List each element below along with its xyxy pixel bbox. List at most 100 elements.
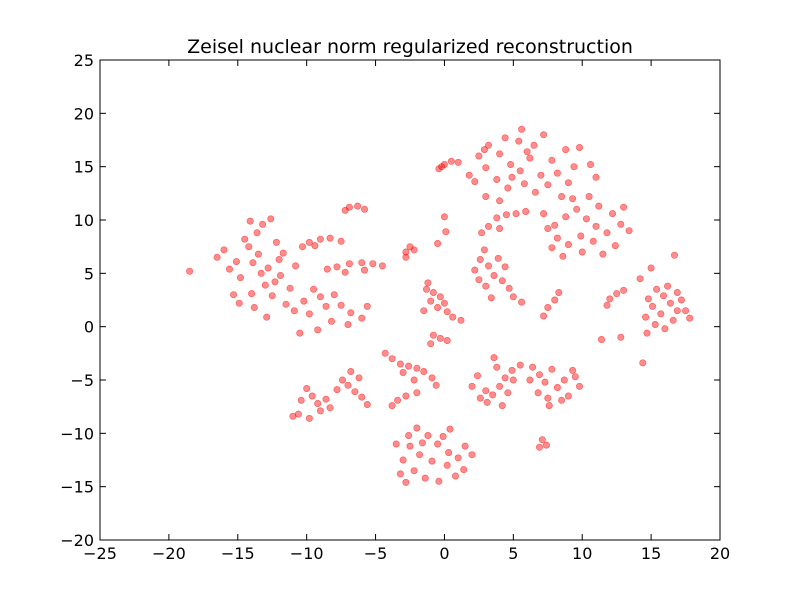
scatter-point <box>505 284 513 292</box>
scatter-point <box>487 294 495 302</box>
scatter-point <box>249 259 257 267</box>
scatter-point <box>597 335 605 343</box>
scatter-point <box>434 440 442 448</box>
scatter-point <box>440 213 448 221</box>
scatter-point <box>589 237 597 245</box>
scatter-point <box>439 432 447 440</box>
x-tick-label: −10 <box>290 544 324 563</box>
scatter-point <box>653 285 661 293</box>
scatter-point <box>416 451 424 459</box>
y-tick-label: −10 <box>60 424 94 443</box>
scatter-point <box>428 457 436 465</box>
scatter-point <box>388 402 396 410</box>
scatter-point <box>542 441 550 449</box>
scatter-point <box>508 173 516 181</box>
scatter-point <box>484 222 492 230</box>
scatter-point <box>303 384 311 392</box>
scatter-point <box>573 205 581 213</box>
scatter-point <box>620 286 628 294</box>
scatter-point <box>250 303 258 311</box>
scatter-point <box>560 376 568 384</box>
scatter-point <box>522 208 530 216</box>
scatter-point <box>264 264 272 272</box>
scatter-point <box>518 298 526 306</box>
scatter-point <box>410 376 418 384</box>
scatter-point <box>360 266 368 274</box>
scatter-point <box>267 215 275 223</box>
scatter-point <box>620 203 628 211</box>
scatter-point <box>279 249 287 257</box>
x-tick-label: −25 <box>83 544 117 563</box>
scatter-point <box>388 355 396 363</box>
scatter-point <box>316 407 324 415</box>
scatter-point <box>447 157 455 165</box>
scatter-point <box>351 388 359 396</box>
y-tick-label: 20 <box>74 104 94 123</box>
scatter-point <box>480 146 488 154</box>
scatter-point <box>575 382 583 390</box>
y-tick-label: 10 <box>74 211 94 230</box>
scatter-point <box>471 178 479 186</box>
scatter-point <box>569 366 577 374</box>
x-tick-label: 15 <box>641 544 661 563</box>
scatter-point <box>296 329 304 337</box>
scatter-point <box>648 302 656 310</box>
scatter-point <box>515 137 523 145</box>
scatter-point <box>502 211 510 219</box>
scatter-point <box>529 363 537 371</box>
scatter-point <box>341 268 349 276</box>
scatter-point <box>326 404 334 412</box>
scatter-point <box>220 246 228 254</box>
scatter-point <box>445 448 453 456</box>
scatter-point <box>330 291 338 299</box>
scatter-point <box>451 472 459 480</box>
scatter-point <box>586 161 594 169</box>
scatter-point <box>489 391 497 399</box>
scatter-point <box>520 180 528 188</box>
scatter-point <box>305 310 313 318</box>
scatter-point <box>531 188 539 196</box>
scatter-point <box>535 371 543 379</box>
scatter-point <box>603 301 611 309</box>
scatter-point <box>508 366 516 374</box>
scatter-point <box>468 382 476 390</box>
scatter-point <box>442 228 450 236</box>
scatter-point <box>394 396 402 404</box>
scatter-point <box>272 238 280 246</box>
scatter-point <box>498 277 506 285</box>
scatter-point <box>585 193 593 201</box>
plot-frame <box>99 59 721 541</box>
scatter-point <box>443 336 451 344</box>
scatter-point <box>490 271 498 279</box>
scatter-point <box>501 134 509 142</box>
scatter-point <box>673 288 681 296</box>
scatter-point <box>478 229 486 237</box>
scatter-point <box>261 281 269 289</box>
scatter-point <box>300 297 308 305</box>
scatter-point <box>449 313 457 321</box>
scatter-point <box>337 237 345 245</box>
scatter-point <box>286 284 294 292</box>
scatter-point <box>405 431 413 439</box>
scatter-point <box>369 260 377 268</box>
scatter-point <box>611 242 619 250</box>
scatter-point <box>507 161 515 169</box>
scatter-point <box>659 292 667 300</box>
scatter-point <box>282 300 290 308</box>
x-tick-label: 5 <box>508 544 518 563</box>
scatter-point <box>471 266 479 274</box>
scatter-point <box>213 253 221 261</box>
scatter-point <box>406 442 414 450</box>
scatter-point <box>603 229 611 237</box>
scatter-point <box>540 210 548 218</box>
scatter-point <box>504 184 512 192</box>
scatter-point <box>625 227 633 235</box>
scatter-point <box>305 414 313 422</box>
scatter-point <box>298 243 306 251</box>
scatter-point <box>438 163 446 171</box>
scatter-point <box>297 396 305 404</box>
scatter-point <box>230 291 238 299</box>
scatter-point <box>358 259 366 267</box>
scatter-point <box>526 154 534 162</box>
scatter-point <box>544 394 552 402</box>
